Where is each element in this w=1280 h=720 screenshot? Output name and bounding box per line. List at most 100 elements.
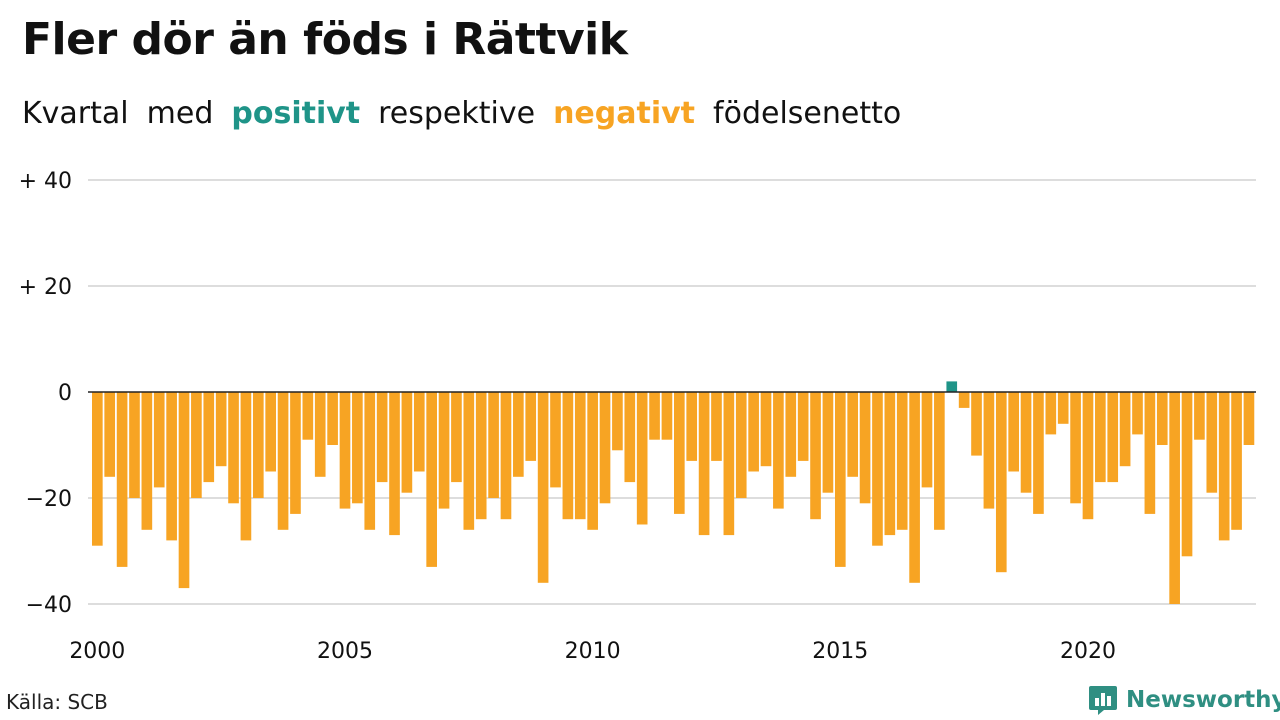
bar-negative (92, 392, 103, 546)
bar-negative (735, 392, 747, 498)
bar-negative (1206, 392, 1218, 493)
bar-negative (698, 392, 710, 536)
bar-negative (810, 392, 821, 520)
bar-negative (760, 392, 772, 467)
bar-negative (364, 392, 376, 530)
bar-negative (649, 392, 660, 440)
bar-negative (562, 392, 574, 520)
bar-negative (1231, 392, 1242, 530)
bar-negative (1107, 392, 1119, 483)
bar-negative (500, 392, 512, 520)
x-tick-label: 2020 (1060, 639, 1116, 664)
y-tick-label: −40 (26, 593, 72, 618)
bar-negative (1057, 392, 1069, 424)
bar-negative (934, 392, 945, 530)
bar-negative (1132, 392, 1143, 435)
bar-negative (785, 392, 797, 477)
bar-negative (265, 392, 277, 472)
bar-negative (240, 392, 252, 541)
subtitle-text-1: Kvartal (22, 96, 129, 131)
bar-negative (451, 392, 462, 483)
bar-negative (822, 392, 834, 493)
bar-negative (624, 392, 636, 483)
bar-negative (983, 392, 995, 509)
subtitle-text-3: respektive (378, 96, 536, 131)
bar-negative (1169, 392, 1180, 604)
chart-subtitle: Kvartal med positivt respektive negativt föde… (22, 96, 919, 131)
bar-negative (327, 392, 338, 445)
bar-negative (971, 392, 982, 456)
bar-negative (674, 392, 685, 514)
bar-negative (1218, 392, 1230, 541)
bar-negative (748, 392, 759, 472)
brand: Newsworthy (1088, 684, 1280, 716)
bar-negative (661, 392, 673, 440)
bar-negative (166, 392, 177, 541)
subtitle-text-4: födelsenetto (713, 96, 902, 131)
x-tick-label: 2000 (69, 639, 125, 664)
bar-negative (352, 392, 363, 504)
y-tick-label: + 40 (19, 169, 72, 194)
bar-negative (834, 392, 846, 567)
bar-negative (909, 392, 920, 583)
bar-negative (1008, 392, 1019, 472)
bar-negative (153, 392, 165, 488)
bar-negative (711, 392, 722, 461)
subtitle-negative-label: negativt (553, 96, 696, 131)
bar-negative (463, 392, 475, 530)
bar-negative (847, 392, 859, 477)
source-note: Källa: SCB (6, 690, 108, 714)
bar-negative (1119, 392, 1131, 467)
bar-negative (488, 392, 499, 498)
bar-negative (921, 392, 933, 488)
bar-negative (215, 392, 227, 467)
bar-negative (339, 392, 351, 509)
x-tick-label: 2010 (565, 639, 621, 664)
bar-negative (612, 392, 623, 451)
bar-negative (401, 392, 413, 493)
bar-negative (550, 392, 561, 488)
bar-negative (314, 392, 326, 477)
bar-negative (1156, 392, 1168, 445)
bar-negative (290, 392, 301, 514)
bar-negative (1181, 392, 1193, 557)
bar-negative (104, 392, 116, 477)
bar-negative (475, 392, 487, 520)
brand-name: Newsworthy (1126, 687, 1280, 713)
y-tick-label: −20 (26, 487, 72, 512)
bars (92, 381, 1255, 604)
bar-negative (599, 392, 611, 504)
bar-negative (228, 392, 239, 504)
bar-negative (797, 392, 809, 461)
bar-negative (1095, 392, 1106, 483)
bar-negative (513, 392, 524, 477)
bar-negative (723, 392, 735, 536)
bar-negative (1070, 392, 1081, 504)
bar-negative (116, 392, 128, 567)
bar-negative (191, 392, 202, 498)
bar-negative (1194, 392, 1205, 440)
y-tick-label: 0 (58, 381, 72, 406)
bar-negative (178, 392, 190, 589)
chart-title: Fler dör än föds i Rättvik (22, 14, 628, 65)
bar-negative (426, 392, 437, 567)
bar-negative (773, 392, 784, 509)
bar-negative (438, 392, 450, 509)
bar-negative (413, 392, 425, 472)
x-tick-label: 2015 (812, 639, 868, 664)
bar-negative (1020, 392, 1032, 493)
bar-negative (302, 392, 314, 440)
y-tick-label: + 20 (19, 275, 72, 300)
bar-negative (537, 392, 549, 583)
newsworthy-logo-icon (1089, 686, 1117, 715)
y-axis-ticks: + 40 + 20 0 −20 −40 (19, 169, 72, 618)
subtitle-text-2: med (146, 96, 214, 131)
bar-negative (1243, 392, 1255, 445)
bar-negative (995, 392, 1007, 573)
bar-negative (141, 392, 153, 530)
x-tick-label: 2005 (317, 639, 373, 664)
x-axis-ticks: 2000 2005 2010 2015 2020 (69, 639, 1116, 664)
bar-negative (203, 392, 215, 483)
bar-negative (1045, 392, 1057, 435)
bar-negative (686, 392, 698, 461)
